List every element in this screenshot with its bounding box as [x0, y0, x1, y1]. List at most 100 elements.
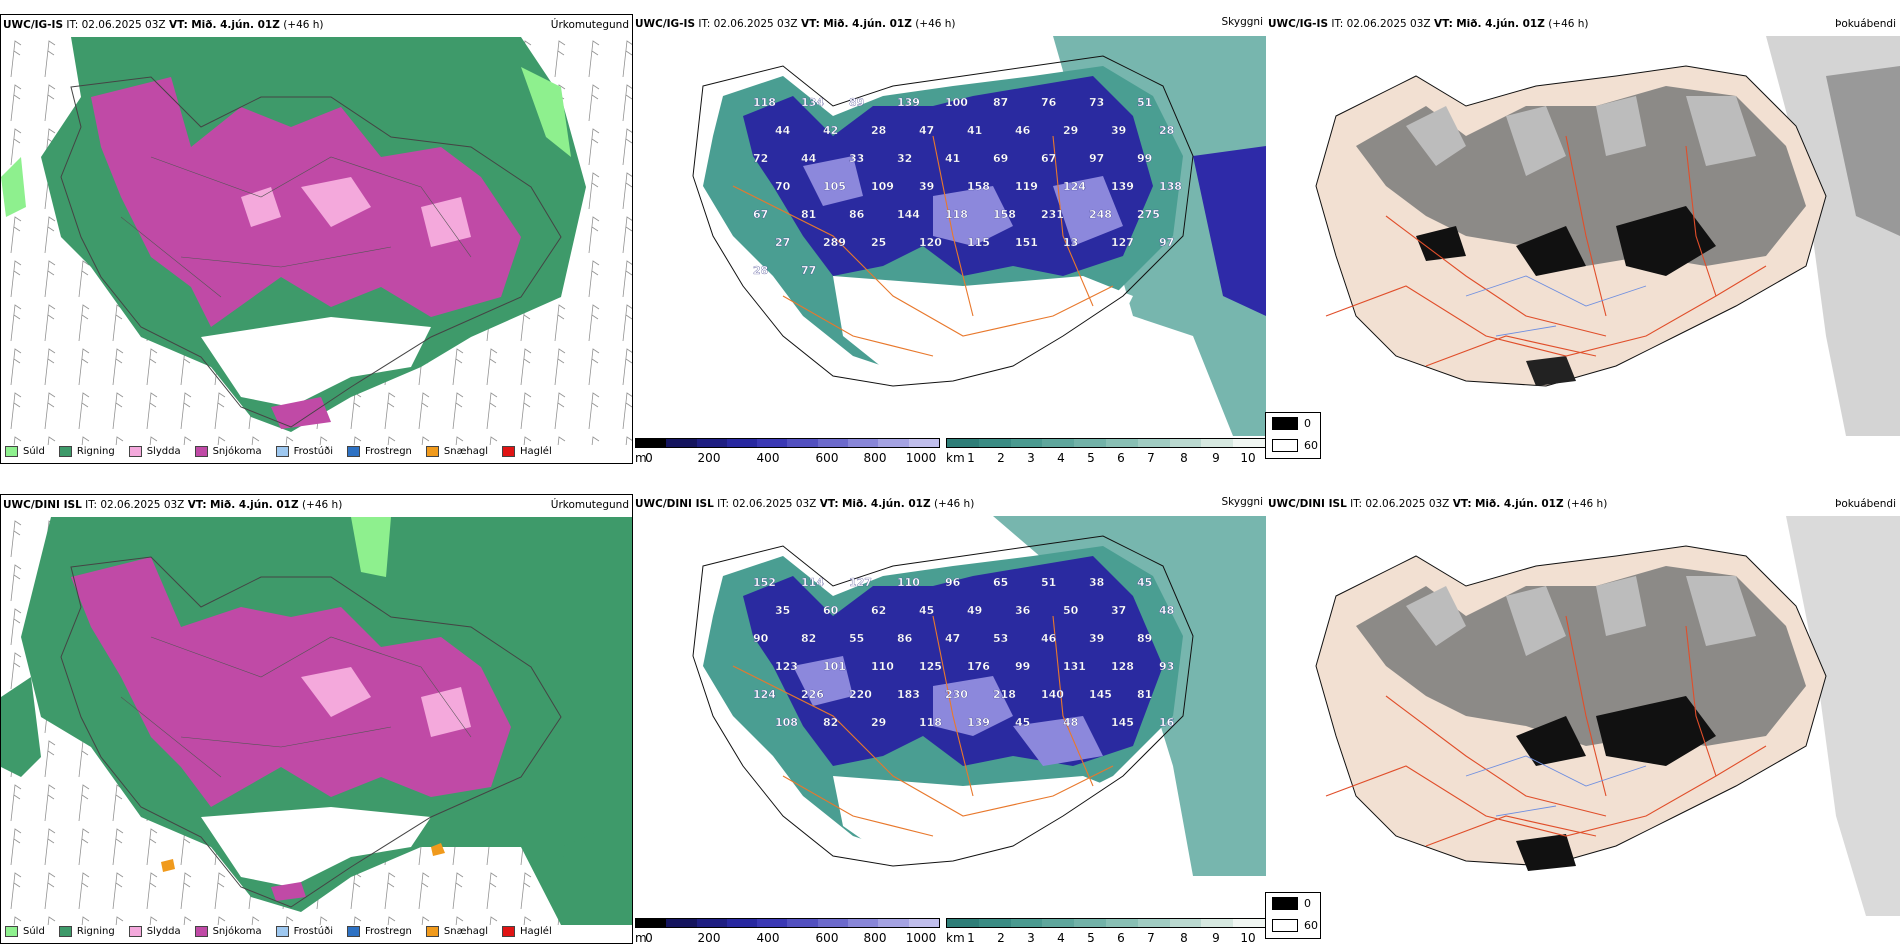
- visibility-value-label: 131: [1063, 660, 1086, 673]
- legend-swatch: [425, 926, 439, 937]
- visibility-tick: 9: [1212, 451, 1220, 464]
- visibility-value-label: 110: [871, 660, 894, 673]
- visibility-value-label: 118: [753, 96, 776, 109]
- fog-legend-black-label: 0: [1304, 417, 1311, 430]
- visibility-tick: 3: [1027, 931, 1035, 944]
- visibility-tick: 10: [1240, 931, 1256, 944]
- ceiling-tick: 200: [697, 931, 721, 944]
- visibility-value-label: 105: [823, 180, 846, 193]
- visibility-value-labels: 118 134 89 139 100 87 76 73 51 44 42 28 47 41 46 29 39 28…: [753, 96, 1182, 277]
- visibility-value-label: 29: [1063, 124, 1078, 137]
- visibility-colorbar: km 1 2 3 4 5 6 7 8 9 10: [946, 918, 1266, 944]
- panel-variable: Þokuábendi: [1835, 498, 1896, 510]
- visibility-value-label: 47: [919, 124, 934, 137]
- visibility-value-label: 100: [945, 96, 968, 109]
- visibility-value-label: 144: [897, 208, 920, 221]
- visibility-value-label: 97: [1159, 236, 1174, 249]
- visibility-tick: 8: [1180, 931, 1188, 944]
- visibility-value-label: 124: [1063, 180, 1086, 193]
- visibility-value-label: 248: [1089, 208, 1112, 221]
- visibility-map: 118 134 89 139 100 87 76 73 51 44 42 28 47 41 46 29 39 28…: [692, 36, 1266, 436]
- visibility-value-label: 220: [849, 688, 872, 701]
- visibility-value-label: 110: [897, 576, 920, 589]
- visibility-value-label: 226: [801, 688, 824, 701]
- legend-item: Súld: [5, 446, 45, 457]
- visibility-value-label: 97: [1089, 152, 1104, 165]
- visibility-value-label: 45: [1137, 576, 1152, 589]
- panel-title: UWC/DINI ISL IT: 02.06.2025 03Z VT: Mið.…: [635, 498, 975, 510]
- legend-swatch: [425, 446, 439, 457]
- visibility-tick: 6: [1117, 931, 1125, 944]
- panel-title: UWC/IG-IS IT: 02.06.2025 03Z VT: Mið. 4.…: [1268, 18, 1589, 30]
- visibility-value-label: 218: [993, 688, 1016, 701]
- visibility-value-label: 152: [753, 576, 776, 589]
- visibility-value-label: 76: [1041, 96, 1057, 109]
- visibility-value-label: 124: [753, 688, 776, 701]
- legend-swatch: [128, 446, 142, 457]
- precip-type-panel-row1: UWC/IG-IS IT: 02.06.2025 03Z VT: Mið. 4.…: [0, 14, 633, 464]
- visibility-tick: 6: [1117, 451, 1125, 464]
- visibility-value-label: 38: [1089, 576, 1104, 589]
- visibility-value-label: 82: [801, 632, 816, 645]
- legend-swatch: [58, 926, 72, 937]
- visibility-value-label: 29: [871, 716, 886, 729]
- visibility-value-label: 289: [823, 236, 846, 249]
- legend-item: Snjókoma: [194, 926, 262, 937]
- visibility-value-label: 45: [919, 604, 934, 617]
- panel-variable: Úrkomutegund: [550, 499, 629, 511]
- visibility-panel-row2: UWC/DINI ISL IT: 02.06.2025 03Z VT: Mið.…: [633, 494, 1266, 944]
- visibility-tick: 5: [1087, 931, 1095, 944]
- precip-legend: Súld Rigning Slydda Snjókoma Frostúði Fr…: [5, 926, 552, 937]
- visibility-value-label: 72: [753, 152, 768, 165]
- visibility-colorbar-strip: [946, 918, 1266, 928]
- visibility-value-label: 140: [1041, 688, 1064, 701]
- visibility-value-label: 27: [775, 236, 790, 249]
- visibility-tick: 2: [997, 931, 1005, 944]
- visibility-value-label: 60: [823, 604, 839, 617]
- fog-panel-row2: UWC/DINI ISL IT: 02.06.2025 03Z VT: Mið.…: [1266, 494, 1900, 944]
- visibility-value-label: 25: [871, 236, 886, 249]
- legend-item: Súld: [5, 926, 45, 937]
- visibility-value-label: 16: [1159, 716, 1175, 729]
- ceiling-colorbar: m 0 200 400 600 800 1000: [635, 438, 940, 464]
- ceiling-tick: 800: [863, 451, 887, 464]
- legend-item: Snæhagl: [425, 446, 488, 457]
- visibility-value-label: 119: [1015, 180, 1038, 193]
- visibility-value-label: 128: [1111, 660, 1134, 673]
- legend-swatch: [194, 926, 208, 937]
- visibility-tick: 2: [997, 451, 1005, 464]
- legend-item: Rigning: [58, 926, 115, 937]
- visibility-value-label: 93: [1159, 660, 1174, 673]
- panel-title: UWC/DINI ISL IT: 02.06.2025 03Z VT: Mið.…: [3, 499, 343, 511]
- visibility-value-label: 49: [967, 604, 982, 617]
- visibility-unit: km: [946, 931, 965, 944]
- legend-item: Frostúði: [275, 926, 333, 937]
- panel-variable: Skyggni: [1221, 16, 1264, 28]
- visibility-value-label: 275: [1137, 208, 1160, 221]
- visibility-value-label: 86: [897, 632, 913, 645]
- visibility-value-label: 53: [993, 632, 1008, 645]
- visibility-value-label: 176: [967, 660, 990, 673]
- visibility-value-label: 145: [1111, 716, 1134, 729]
- panel-variable: Skyggni: [1221, 496, 1264, 508]
- fog-legend-black-swatch: [1272, 417, 1298, 430]
- legend-swatch: [347, 446, 360, 457]
- fog-legend-white-swatch: [1272, 439, 1298, 452]
- fog-legend-row2: 0 60: [1265, 892, 1321, 939]
- visibility-value-label: 127: [849, 576, 872, 589]
- visibility-value-label: 51: [1041, 576, 1056, 589]
- visibility-tick: 3: [1027, 451, 1035, 464]
- visibility-value-label: 81: [1137, 688, 1152, 701]
- visibility-tick: 9: [1212, 931, 1220, 944]
- visibility-value-label: 99: [1015, 660, 1030, 673]
- legend-swatch: [275, 446, 289, 457]
- visibility-value-label: 73: [1089, 96, 1104, 109]
- legend-item: Snjókoma: [194, 446, 262, 457]
- ceiling-colorbar: m 0 200 400 600 800 1000: [635, 918, 940, 944]
- visibility-value-label: 87: [993, 96, 1008, 109]
- legend-item: Frostregn: [347, 446, 412, 457]
- visibility-value-label: 65: [993, 576, 1008, 589]
- legend-item: Frostregn: [347, 926, 412, 937]
- visibility-value-label: 69: [993, 152, 1008, 165]
- legend-swatch: [275, 926, 289, 937]
